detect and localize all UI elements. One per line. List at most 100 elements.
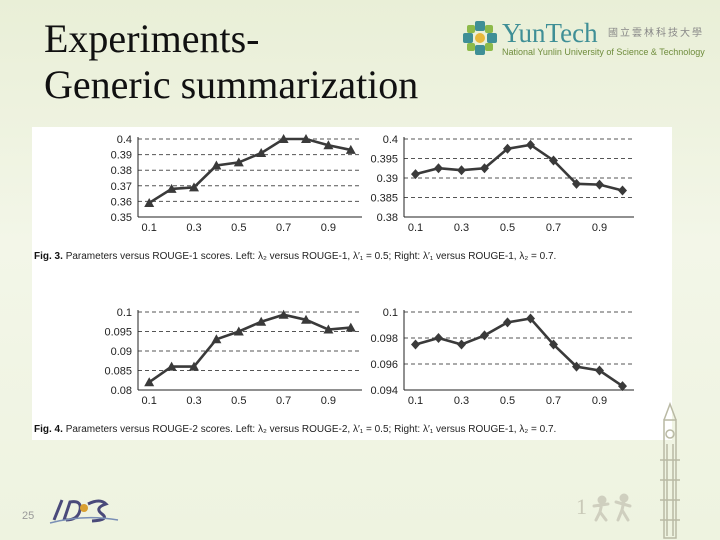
chart-3-series-line — [148, 313, 351, 384]
ids-lab-logo-icon — [49, 499, 119, 524]
figure-panel: 0.35 0.36 0.37 0.38 0.39 0.4 0.1 0.3 0.5 0.7 0.9 0.… — [32, 127, 672, 440]
logo-name: YunTech — [502, 18, 598, 48]
chart-4-data-point — [480, 330, 489, 341]
chart-4-y-tick-label: 0.094 — [370, 385, 398, 397]
chart-4-data-point — [549, 339, 558, 350]
chart-4-data-point — [457, 339, 466, 350]
chart-3-y-tick-label: 0.095 — [104, 327, 132, 339]
yuntech-emblem-icon — [463, 21, 497, 55]
chart-4-x-tick-label: 0.9 — [592, 395, 607, 407]
chart-4-data-point — [618, 381, 627, 392]
chart-1-data-point — [256, 148, 267, 158]
chart-3-data-point — [166, 361, 177, 371]
chart-3-data-point — [278, 309, 289, 319]
chart-4-y-tick-label: 0.1 — [383, 307, 398, 319]
chart-3-data-point — [345, 322, 356, 332]
chart-1-data-point — [233, 157, 244, 167]
chart-1-x-tick-label: 0.7 — [276, 222, 291, 234]
chart-2-data-point — [572, 178, 581, 189]
chart-1-x-tick-label: 0.3 — [186, 222, 201, 234]
chart-2-x-tick-label: 0.9 — [592, 222, 607, 234]
chart-2-data-point — [549, 155, 558, 166]
chart-2-data-point — [618, 185, 627, 196]
chart-3-data-point — [189, 361, 199, 371]
chart-2-y-tick-label: 0.385 — [370, 193, 398, 205]
chart-4-x-tick-label: 0.7 — [546, 395, 561, 407]
chart-4-data-point — [595, 365, 604, 376]
chart-1-x-tick-label: 0.5 — [231, 222, 246, 234]
chart-4-data-point — [572, 361, 581, 372]
chart-4-data-point — [503, 317, 512, 328]
chart-1-y-tick-label: 0.35 — [111, 212, 132, 224]
chart-1-x-tick-label: 0.1 — [142, 222, 157, 234]
chart-4-y-tick-label: 0.096 — [370, 359, 398, 371]
chart-4-y-tick-label: 0.098 — [370, 333, 398, 345]
chart-1-data-point — [144, 197, 155, 207]
chart-2-data-point — [595, 179, 604, 190]
chart-3-y-tick-label: 0.1 — [117, 307, 132, 319]
slide-title: Experiments- Generic summarization — [44, 16, 464, 108]
fig3-label: Fig. 3. — [34, 251, 63, 262]
chart-4-data-point — [434, 333, 443, 343]
chart-1-x-tick-label: 0.9 — [321, 222, 336, 234]
chart-2-y-tick-label: 0.39 — [377, 173, 398, 185]
chart-2-x-tick-label: 0.5 — [500, 222, 515, 234]
chart-3-data-point — [301, 314, 311, 324]
chart-2-y-tick-label: 0.38 — [377, 212, 398, 224]
chart-1-y-tick-label: 0.36 — [111, 196, 132, 208]
fig4-text: Parameters versus ROUGE-2 scores. Left: … — [65, 424, 557, 435]
svg-text:1: 1 — [576, 494, 587, 519]
chart-2-data-point — [434, 163, 443, 174]
chart-1-y-tick-label: 0.38 — [111, 165, 132, 177]
title-line-1: Experiments- — [44, 16, 260, 61]
chart-4-x-tick-label: 0.5 — [500, 395, 515, 407]
chart-3-y-tick-label: 0.085 — [104, 366, 132, 378]
chart-1-y-tick-label: 0.37 — [111, 181, 132, 193]
chart-4-x-tick-label: 0.3 — [454, 395, 469, 407]
chart-1-series-line — [148, 137, 352, 205]
fig4-label: Fig. 4. — [34, 424, 63, 435]
chart-1-data-point — [278, 134, 289, 143]
fig3-text: Parameters versus ROUGE-1 scores. Left: … — [65, 251, 557, 262]
chart-2-y-tick-label: 0.4 — [383, 134, 398, 146]
chart-1-y-tick-label: 0.39 — [111, 150, 132, 162]
chart-3-data-point — [144, 377, 155, 387]
title-line-2: Generic summarization — [44, 62, 419, 107]
chart-3-x-tick-label: 0.9 — [321, 395, 336, 407]
chart-3-data-point — [256, 316, 267, 326]
chart-3-data-point — [211, 334, 222, 344]
chart-1-data-point — [323, 140, 334, 150]
chart-4-series-line — [415, 317, 624, 388]
fig3-caption: Fig. 3. Parameters versus ROUGE-1 scores… — [34, 251, 556, 262]
chart-3-data-point — [233, 326, 244, 336]
chart-1-data-point — [345, 144, 356, 154]
chart-1-y-tick-label: 0.4 — [117, 134, 132, 146]
university-logo: YunTech 國立雲林科技大學 National Yunlin Univers… — [462, 18, 712, 60]
charts-canvas: 0.35 0.36 0.37 0.38 0.39 0.4 0.1 0.3 0.5 0.7 0.9 0.… — [104, 134, 634, 407]
chart-4-data-point — [526, 313, 535, 324]
chart-4-data-point — [411, 339, 420, 350]
chart-2-series-line — [415, 143, 623, 192]
chart-3-x-tick-label: 0.5 — [231, 395, 246, 407]
chart-2-data-point — [503, 143, 512, 154]
chart-2-data-point — [480, 163, 489, 174]
chart-1-data-point — [211, 160, 222, 170]
clock-tower-icon — [660, 401, 680, 539]
chart-2-x-tick-label: 0.3 — [454, 222, 469, 234]
logo-english-name: National Yunlin University of Science & … — [502, 47, 705, 57]
chart-1-data-point — [166, 183, 177, 193]
chart-2-x-tick-label: 0.7 — [546, 222, 561, 234]
chart-2-y-tick-label: 0.395 — [370, 154, 398, 166]
chart-3-x-tick-label: 0.1 — [142, 395, 157, 407]
chart-1-data-point — [301, 134, 311, 143]
chart-3-x-tick-label: 0.3 — [186, 395, 201, 407]
chart-2-data-point — [411, 169, 420, 180]
chart-2-data-point — [457, 165, 466, 176]
chart-3-data-point — [323, 324, 334, 334]
chart-1-data-point — [189, 182, 199, 192]
chart-3-y-tick-label: 0.09 — [111, 346, 132, 358]
chart-2-data-point — [526, 139, 535, 150]
chart-2-x-tick-label: 0.1 — [408, 222, 423, 234]
logo-chinese-name: 國立雲林科技大學 — [608, 28, 704, 39]
runner-decoration-icon: 1 — [576, 493, 632, 522]
